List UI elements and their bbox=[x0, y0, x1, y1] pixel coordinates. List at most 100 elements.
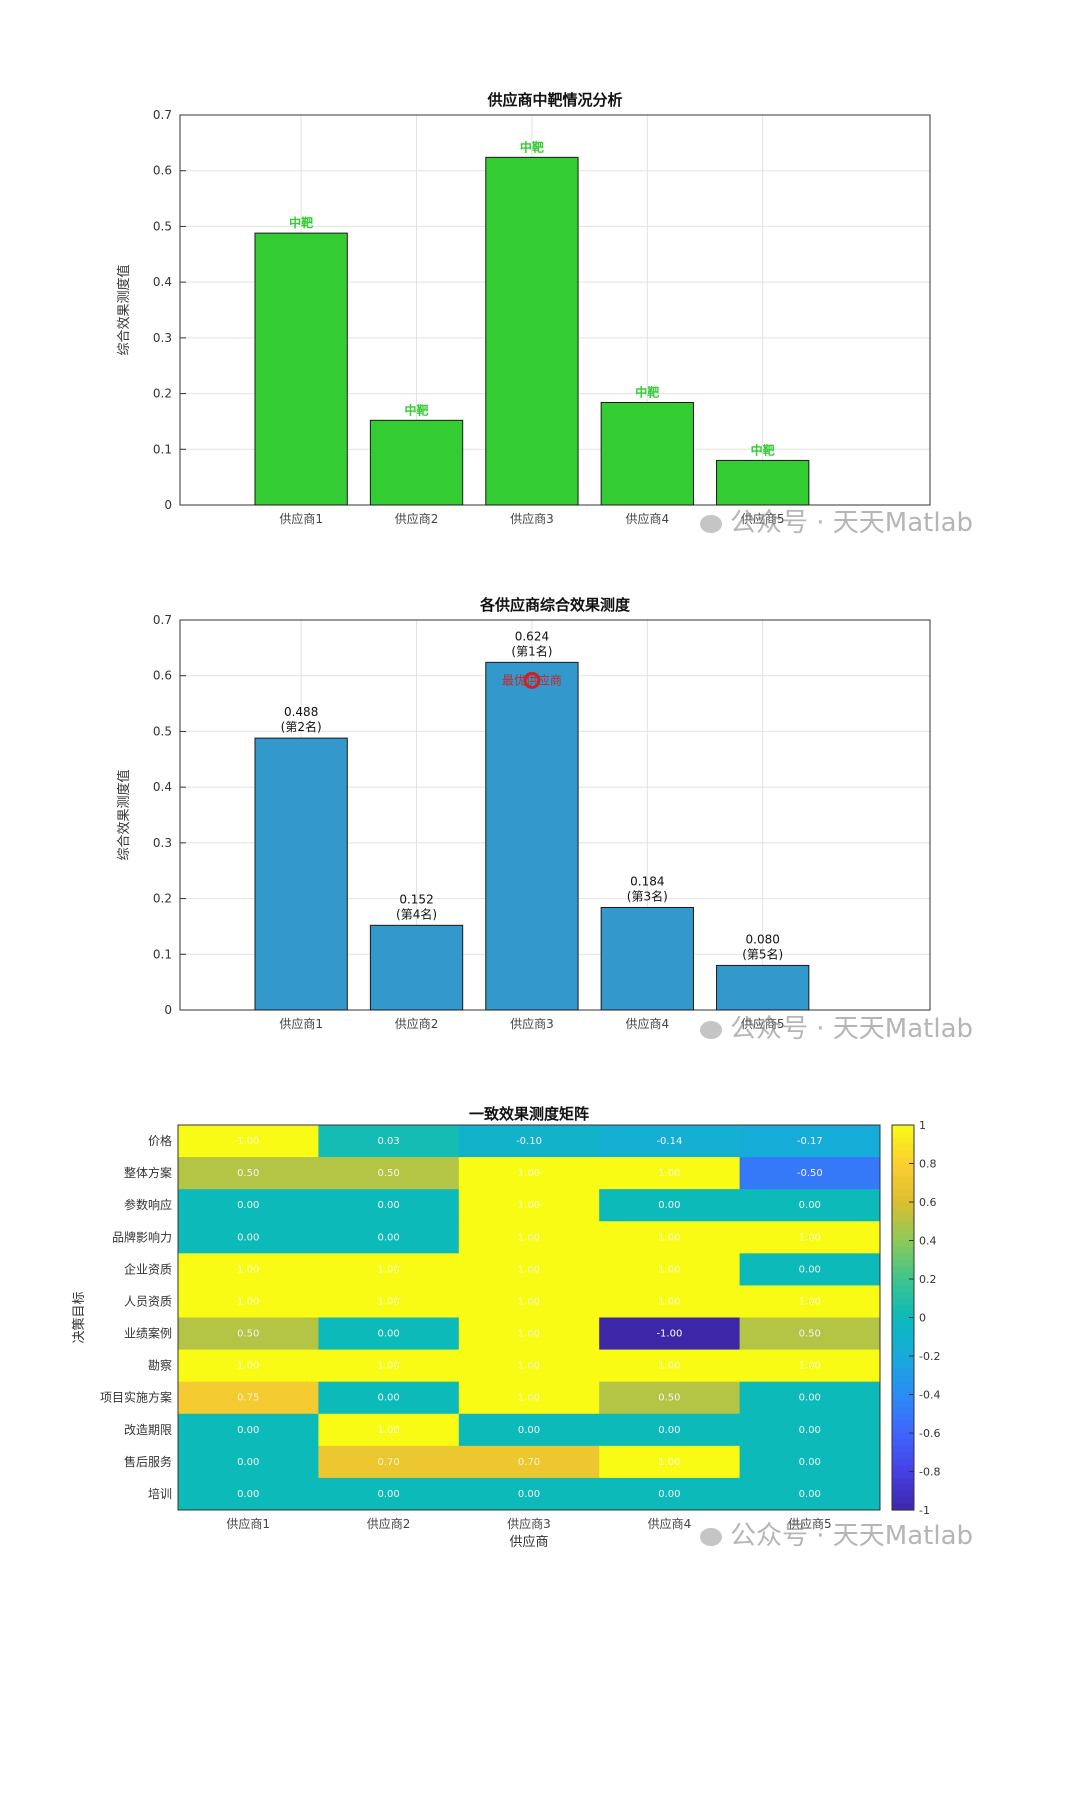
heatmap-cell bbox=[739, 1125, 881, 1158]
y-tick-label: 参数响应 bbox=[124, 1197, 172, 1212]
heatmap-cell bbox=[178, 1221, 319, 1254]
x-tick-label: 供应商2 bbox=[367, 1516, 411, 1531]
colorbar-segment bbox=[892, 1304, 914, 1312]
y-tick-label: 0.7 bbox=[153, 108, 172, 122]
rank-label: (第1名) bbox=[511, 643, 552, 658]
colorbar-segment bbox=[892, 1471, 914, 1479]
heatmap-cell bbox=[318, 1189, 460, 1222]
heatmap-cell bbox=[178, 1253, 319, 1286]
colorbar-segment bbox=[892, 1298, 914, 1306]
heatmap-cell bbox=[318, 1285, 460, 1318]
colorbar-segment bbox=[892, 1144, 914, 1152]
value-label: 0.624 bbox=[515, 629, 549, 643]
heatmap-cell bbox=[599, 1221, 741, 1254]
supplier-score-bar-chart: 0 0.1 0.2 0.3 0.4 0.5 0.6 0.7 供应商1 供应商2 供应商3 供应商4 供应… bbox=[116, 596, 931, 1031]
bar-label: 中靶 bbox=[405, 402, 429, 417]
chart-title: 一致效果测度矩阵 bbox=[469, 1105, 589, 1123]
colorbar-segment bbox=[892, 1176, 914, 1184]
heatmap-cell bbox=[599, 1349, 741, 1383]
cell-value: 0.50 bbox=[237, 1168, 259, 1179]
colorbar-segment bbox=[892, 1240, 914, 1248]
colorbar-segment bbox=[892, 1208, 914, 1216]
chart-title: 各供应商综合效果测度 bbox=[479, 596, 631, 614]
x-tick-label: 供应商1 bbox=[226, 1516, 270, 1531]
watermark-3: 公众号 · 天天Matlab bbox=[700, 1515, 973, 1552]
colorbar-segment bbox=[892, 1445, 914, 1453]
x-tick-label: 供应商5 bbox=[741, 1016, 785, 1031]
chart-title: 供应商中靶情况分析 bbox=[486, 91, 622, 109]
heatmap-cell bbox=[178, 1317, 319, 1351]
heatmap-cell bbox=[739, 1349, 881, 1383]
colorbar-segment bbox=[892, 1381, 914, 1389]
cell-value: 1.00 bbox=[237, 1136, 259, 1147]
wechat-icon bbox=[700, 514, 722, 533]
heatmap-cell bbox=[599, 1381, 741, 1415]
cell-value: 0.00 bbox=[799, 1489, 821, 1500]
heatmap-cell bbox=[599, 1125, 741, 1158]
cell-value: 1.00 bbox=[377, 1361, 399, 1372]
colorbar-segment bbox=[892, 1195, 914, 1203]
heatmap-cell bbox=[739, 1253, 881, 1286]
heatmap-cell bbox=[318, 1349, 460, 1383]
bar-label: 中靶 bbox=[751, 442, 775, 457]
y-tick-label: 0.2 bbox=[153, 892, 172, 906]
heatmap-cell bbox=[318, 1253, 460, 1286]
heatmap-cell bbox=[178, 1285, 319, 1318]
heatmap-cell bbox=[458, 1317, 600, 1351]
heatmap-cell bbox=[458, 1221, 600, 1254]
colorbar-tick-label: -0.2 bbox=[919, 1350, 940, 1363]
colorbar-segment bbox=[892, 1407, 914, 1415]
heatmap-cell bbox=[178, 1413, 319, 1447]
cell-value: 0.00 bbox=[658, 1425, 680, 1436]
y-tick-label: 0.3 bbox=[153, 331, 172, 345]
colorbar-tick-label: 0.6 bbox=[919, 1196, 937, 1209]
value-label: 0.152 bbox=[399, 892, 433, 906]
y-tick-label: 培训 bbox=[148, 1486, 172, 1501]
heatmap-cell bbox=[318, 1445, 460, 1479]
y-tick-label: 0.4 bbox=[153, 780, 172, 794]
y-tick-label: 人员资质 bbox=[124, 1294, 172, 1308]
bar bbox=[600, 906, 694, 1011]
x-axis-label: 供应商 bbox=[509, 1534, 548, 1550]
cell-value: 0.50 bbox=[237, 1329, 259, 1340]
colorbar-segment bbox=[892, 1157, 914, 1165]
x-tick-label: 供应商1 bbox=[279, 511, 323, 526]
cell-value: 0.00 bbox=[237, 1200, 259, 1211]
heatmap-cell bbox=[599, 1477, 741, 1511]
colorbar-segment bbox=[892, 1163, 914, 1171]
colorbar-segment bbox=[892, 1272, 914, 1280]
cell-value: 1.00 bbox=[377, 1296, 399, 1307]
bar bbox=[369, 419, 464, 506]
cell-value: 0.00 bbox=[799, 1457, 821, 1468]
colorbar-segment bbox=[892, 1291, 914, 1299]
x-tick-label: 供应商5 bbox=[741, 511, 785, 526]
colorbar-segment bbox=[892, 1490, 914, 1498]
y-tick-label: 0.1 bbox=[153, 442, 172, 456]
cell-value: 0.00 bbox=[518, 1425, 540, 1436]
colorbar-segment bbox=[892, 1214, 914, 1222]
colorbar-segment bbox=[892, 1465, 914, 1473]
cell-value: 0.00 bbox=[237, 1425, 259, 1436]
cell-value: 0.00 bbox=[377, 1329, 399, 1340]
cell-value: 0.00 bbox=[237, 1457, 259, 1468]
y-tick-label: 0.7 bbox=[153, 613, 172, 627]
cell-value: -0.14 bbox=[656, 1136, 682, 1147]
wechat-icon bbox=[700, 1020, 722, 1039]
x-tick-label: 供应商2 bbox=[395, 1016, 439, 1031]
heatmap-cell bbox=[599, 1317, 741, 1351]
cell-value: 0.00 bbox=[377, 1200, 399, 1211]
y-tick-label: 0.6 bbox=[153, 669, 172, 683]
colorbar-segment bbox=[892, 1400, 914, 1408]
heatmap-cell bbox=[458, 1285, 600, 1318]
best-annotation: 最优供应商 bbox=[502, 672, 562, 687]
colorbar-segment bbox=[892, 1433, 914, 1441]
colorbar-segment bbox=[892, 1413, 914, 1421]
y-axis-label: 综合效果测度值 bbox=[116, 264, 132, 355]
colorbar-segment bbox=[892, 1349, 914, 1357]
cell-value: 0.50 bbox=[658, 1393, 680, 1404]
y-tick-label: 0 bbox=[164, 498, 172, 512]
y-tick-label: 0.2 bbox=[153, 387, 172, 401]
heatmap-cell bbox=[739, 1189, 881, 1222]
heatmap-cell bbox=[458, 1445, 600, 1479]
heatmap-cell bbox=[318, 1221, 460, 1254]
